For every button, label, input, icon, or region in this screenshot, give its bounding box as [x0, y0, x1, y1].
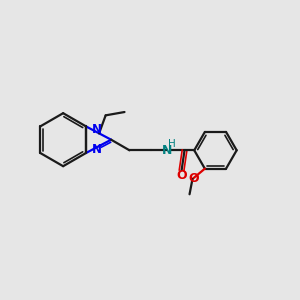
- Text: O: O: [188, 172, 199, 185]
- Text: O: O: [176, 169, 187, 182]
- Text: N: N: [92, 123, 102, 136]
- Text: N: N: [92, 143, 102, 156]
- Text: H: H: [168, 139, 176, 149]
- Text: N: N: [162, 144, 172, 157]
